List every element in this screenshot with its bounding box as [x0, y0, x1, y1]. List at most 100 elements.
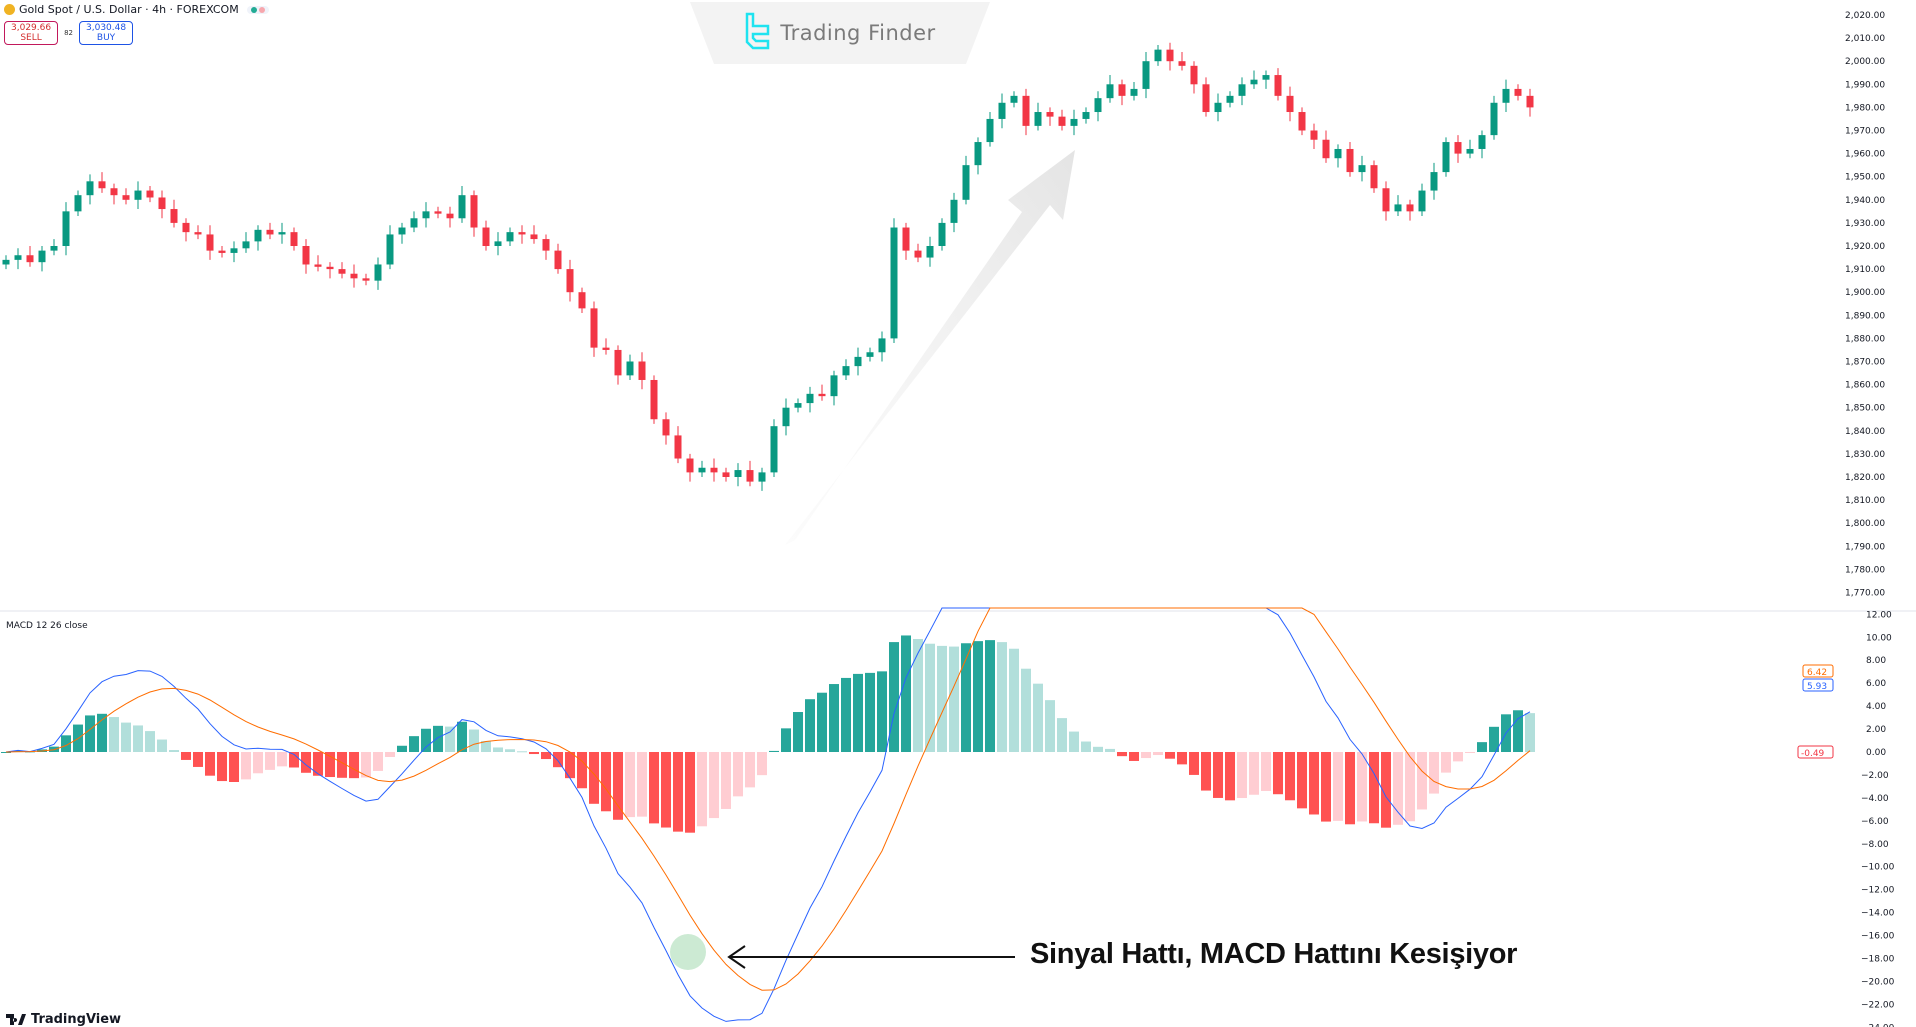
trade-buttons: 3,029.66 SELL 82 3,030.48 BUY [4, 21, 134, 45]
candle [266, 222, 274, 240]
candle [1322, 130, 1330, 163]
histogram-bar [1513, 710, 1523, 752]
candle [602, 338, 610, 355]
candle [590, 301, 598, 357]
histogram-bar [1309, 752, 1319, 815]
candle [506, 227, 514, 246]
candle [1166, 42, 1174, 71]
histogram-bar [469, 729, 479, 752]
histogram-bar [721, 752, 731, 809]
candle [1286, 86, 1294, 122]
histogram-bar [1033, 683, 1043, 752]
histogram-bar [505, 749, 515, 752]
candle [146, 185, 154, 203]
histogram-bar [61, 735, 71, 752]
candle [1106, 75, 1114, 103]
candle [842, 359, 850, 380]
histogram-bar [517, 751, 527, 753]
candle [2, 255, 10, 270]
histogram-bar [913, 638, 923, 752]
price-tick: 1,950.00 [1845, 173, 1885, 183]
histogram-bar [853, 673, 863, 752]
candle [1442, 137, 1450, 177]
histogram-bar [1525, 713, 1535, 752]
price-tick: 1,780.00 [1845, 565, 1885, 575]
histogram-bar [193, 752, 203, 767]
histogram-bar [553, 752, 563, 768]
histogram-bar [637, 752, 647, 817]
candle [662, 412, 670, 445]
histogram-bar [1477, 742, 1487, 752]
histogram-bar [85, 715, 95, 752]
candle [746, 460, 754, 487]
macd-histogram [1, 635, 1535, 833]
candle [518, 225, 526, 244]
histogram-bar [1357, 752, 1367, 822]
market-status-icon[interactable] [246, 5, 269, 14]
histogram-bar [925, 643, 935, 752]
histogram-bar [529, 752, 539, 755]
sell-button[interactable]: 3,029.66 SELL [4, 21, 59, 45]
macd-tick: 10.00 [1866, 633, 1892, 643]
price-tick: 1,820.00 [1845, 473, 1885, 483]
histogram-bar [697, 752, 707, 827]
histogram-bar [133, 725, 143, 752]
trend-arrow-icon [785, 150, 1075, 545]
symbol-legend[interactable]: Gold Spot / U.S. Dollar · 4h · FOREXCOM [4, 3, 269, 16]
brand-name: Trading Finder [780, 21, 936, 45]
spread: 82 [64, 29, 73, 37]
candle [1514, 84, 1522, 101]
histogram-bar [1237, 752, 1247, 799]
last-value-tags: 6.42 5.93 -0.49 [1797, 664, 1834, 759]
histogram-bar [889, 642, 899, 752]
candle [1370, 160, 1378, 193]
candle [1094, 91, 1102, 122]
candle [1394, 195, 1402, 216]
buy-label: BUY [96, 33, 116, 43]
candle [1238, 77, 1246, 106]
candle [1526, 88, 1534, 117]
candle [950, 192, 958, 233]
histogram-bar [1489, 726, 1499, 752]
buy-button[interactable]: 3,030.48 BUY [79, 21, 134, 45]
tradingview-logo-icon [6, 1014, 26, 1025]
candle [902, 222, 910, 260]
candle [218, 246, 226, 258]
candle [278, 222, 286, 244]
histogram-bar [877, 671, 887, 752]
price-tick: 1,990.00 [1845, 80, 1885, 90]
candle [554, 243, 562, 274]
candle [1130, 81, 1138, 101]
candle [710, 458, 718, 482]
macd-indicator-label[interactable]: MACD 12 26 close [6, 621, 88, 631]
candle [1022, 88, 1030, 136]
candle [338, 262, 346, 279]
histogram-bar [577, 752, 587, 789]
candle [938, 218, 946, 251]
candle [986, 112, 994, 147]
histogram-bar [757, 752, 767, 776]
candle [374, 257, 382, 290]
histogram-bar [373, 752, 383, 771]
candle [530, 225, 538, 244]
candle [1346, 142, 1354, 177]
histogram-bar [409, 736, 419, 752]
macd-tick: −18.00 [1861, 954, 1895, 964]
histogram-bar [1429, 752, 1439, 794]
candle [254, 225, 262, 251]
histogram-bar [325, 752, 335, 778]
histogram-bar [1393, 752, 1403, 825]
histogram-bar [253, 752, 263, 774]
candle [170, 199, 178, 228]
candle [98, 172, 106, 193]
histogram-bar [361, 752, 371, 778]
candle [1154, 45, 1162, 66]
histogram-bar [961, 643, 971, 752]
candle [326, 262, 334, 279]
histogram-bar [181, 752, 191, 760]
candle [350, 264, 358, 288]
tradingview-logo[interactable]: TradingView [6, 1012, 121, 1027]
histogram-bar [1069, 731, 1079, 752]
histogram-bar [1129, 752, 1139, 761]
